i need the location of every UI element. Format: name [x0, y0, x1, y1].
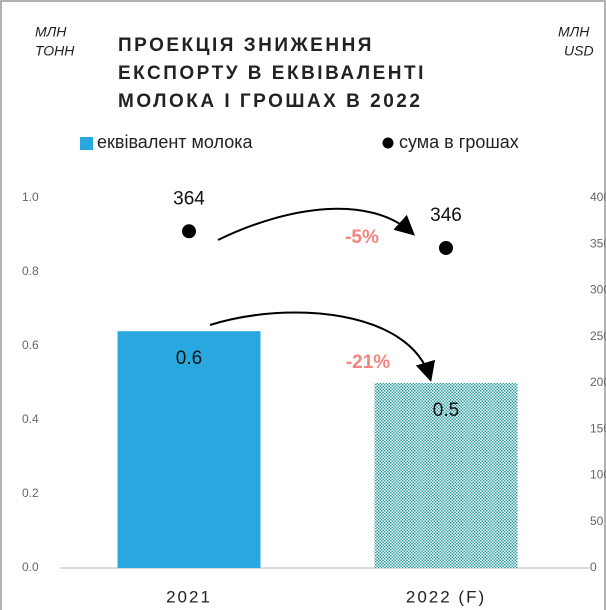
- annotation: -21%: [346, 352, 390, 373]
- x-tick-label: 2021: [166, 587, 212, 606]
- legend-swatch: [80, 137, 93, 150]
- y-tick-label: 0.4: [22, 412, 39, 426]
- y-unit: МЛН: [35, 24, 67, 40]
- annotation: -5%: [345, 227, 379, 248]
- y2-tick-label: 50: [590, 514, 604, 528]
- y2-unit: МЛН: [558, 24, 590, 40]
- bar: [374, 383, 518, 568]
- legend-swatch: [382, 137, 394, 149]
- y2-tick-label: 150: [590, 421, 606, 435]
- y-tick-label: 0.2: [22, 486, 39, 500]
- data-label: 0.5: [433, 400, 459, 421]
- data-label: 364: [173, 188, 205, 209]
- arrow: [217, 207, 415, 241]
- chart-title: ПРОЕКЦІЯ ЗНИЖЕННЯ: [118, 35, 374, 56]
- y-unit: ТОНН: [35, 43, 75, 59]
- x-tick-label: 2022 (F): [406, 587, 486, 606]
- y2-tick-label: 350: [590, 236, 606, 250]
- y2-tick-label: 0: [590, 560, 597, 574]
- arrow: [209, 311, 436, 382]
- legend-label: еквівалент молока: [97, 132, 253, 152]
- y2-unit: USD: [564, 43, 594, 59]
- dot: [182, 224, 196, 239]
- y2-tick-label: 250: [590, 329, 606, 343]
- bar: [117, 331, 261, 568]
- data-label: 346: [430, 205, 462, 226]
- y-tick-label: 0.8: [22, 264, 39, 278]
- y2-tick-label: 300: [590, 283, 606, 297]
- y-tick-label: 1.0: [22, 190, 39, 204]
- y2-tick-label: 400: [590, 190, 606, 204]
- dot: [439, 240, 453, 255]
- data-label: 0.6: [176, 348, 202, 369]
- y-tick-label: 0.6: [22, 338, 39, 352]
- y2-tick-label: 100: [590, 468, 606, 482]
- legend-label: сума в грошах: [399, 132, 519, 152]
- chart-title: ЕКСПОРТУ В ЕКВІВАЛЕНТІ: [118, 63, 426, 84]
- y2-tick-label: 200: [590, 375, 606, 389]
- chart-title: МОЛОКА І ГРОШАХ В 2022: [118, 91, 422, 112]
- y-tick-label: 0.0: [22, 560, 39, 574]
